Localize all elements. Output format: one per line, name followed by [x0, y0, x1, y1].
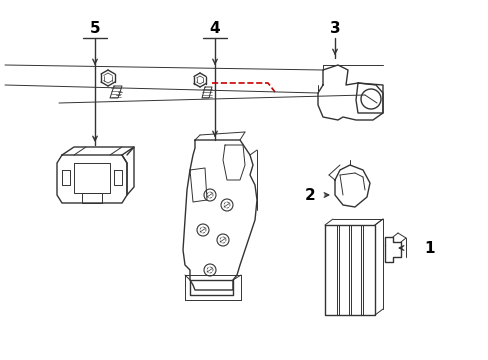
Text: 2: 2 — [304, 188, 315, 202]
Text: 3: 3 — [329, 21, 340, 36]
Text: 5: 5 — [89, 21, 100, 36]
Text: 1: 1 — [424, 240, 434, 256]
Text: 4: 4 — [209, 21, 220, 36]
